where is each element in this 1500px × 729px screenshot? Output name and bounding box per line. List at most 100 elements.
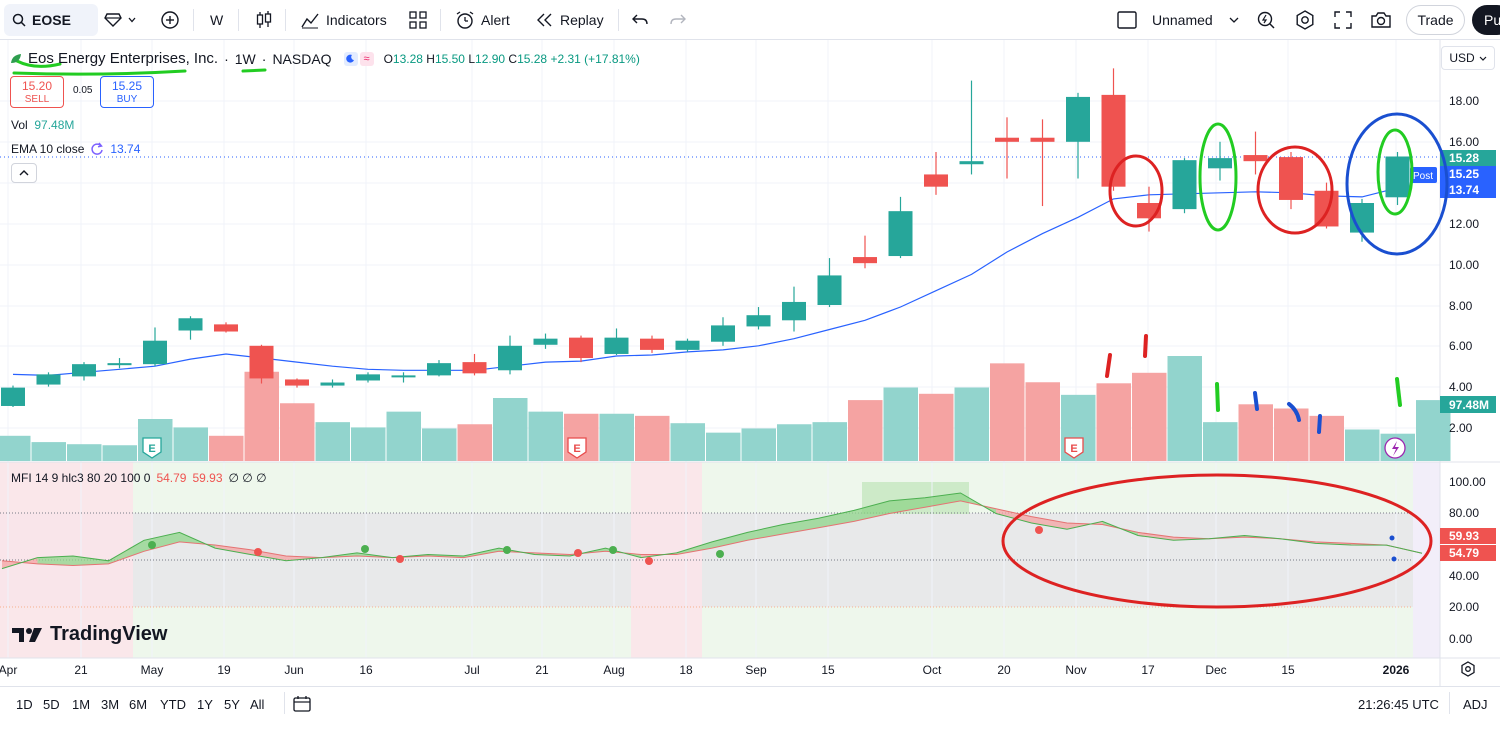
redo-icon: [670, 14, 686, 25]
templates-button[interactable]: [409, 4, 427, 36]
range-button-6m[interactable]: 6M: [129, 697, 148, 712]
price-axis-label: 8.00: [1449, 299, 1473, 313]
alert-button[interactable]: Alert: [455, 4, 510, 36]
range-button-1d[interactable]: 1D: [16, 697, 33, 712]
green-tick-mark: [1395, 377, 1402, 407]
candle-body: [1172, 160, 1197, 210]
time-axis-label: 21: [74, 663, 88, 677]
volume-bar: [670, 423, 705, 461]
alert-label: Alert: [481, 12, 510, 28]
candle-up: [746, 307, 771, 330]
fullscreen-button[interactable]: [1334, 4, 1352, 36]
legend-interval[interactable]: 1W: [234, 50, 256, 67]
ema10-line: [12, 187, 1398, 377]
range-button-3m[interactable]: 3M: [101, 697, 120, 712]
blue-tick-mark: [1317, 414, 1322, 434]
volume-bar: [990, 363, 1025, 461]
volume-bar: [31, 442, 66, 461]
currency-select[interactable]: USD: [1441, 46, 1495, 70]
buy-button[interactable]: 15.25 BUY: [100, 76, 154, 108]
candle-up: [1208, 141, 1232, 181]
clock-timezone[interactable]: 21:26:45 UTC: [1358, 697, 1439, 712]
candle-body: [888, 211, 913, 257]
candle-up: [178, 316, 203, 340]
toolbar-divider: [1449, 692, 1450, 714]
settings-button[interactable]: [1294, 4, 1316, 36]
candle-body: [356, 374, 380, 381]
earnings-marker: E: [1064, 437, 1084, 459]
candle-down: [1279, 152, 1303, 210]
watchlist-diamond-button[interactable]: [104, 4, 136, 36]
replay-button[interactable]: Replay: [536, 4, 604, 36]
ohlc-values: O13.28 H15.50 L12.90 C15.28 +2.31 (+17.8…: [383, 51, 640, 66]
calendar-range-icon: [293, 696, 311, 712]
refresh-icon: [91, 142, 104, 155]
price-axis-label: 18.00: [1449, 94, 1479, 108]
volume-tag-bg: [1440, 396, 1496, 413]
quick-search-button[interactable]: [1256, 4, 1276, 36]
ema-legend[interactable]: EMA 10 close 13.74: [11, 142, 141, 156]
chart-canvas[interactable]: EEE 18.0016.0014.0012.0010.008.006.004.0…: [0, 0, 1500, 686]
layout-select-button[interactable]: Unnamed: [1116, 4, 1239, 36]
volume-bar: [954, 387, 989, 461]
time-axis-label: Sep: [745, 663, 767, 677]
mfi-signal-line: [1, 500, 1423, 567]
earnings-marker: E: [567, 437, 587, 459]
price-axis-label: 2.00: [1449, 421, 1473, 435]
green-tick-mark: [1215, 382, 1220, 412]
candle-down: [249, 344, 274, 384]
ema-line: [12, 187, 1398, 377]
range-button-5y[interactable]: 5Y: [224, 697, 240, 712]
mfi-fill: [854, 500, 890, 522]
range-button-1m[interactable]: 1M: [72, 697, 91, 712]
symbol-search[interactable]: EOSE: [4, 4, 98, 36]
chart-type-button[interactable]: [255, 4, 273, 36]
interval-button[interactable]: W: [210, 12, 224, 28]
adjust-toggle[interactable]: ADJ: [1463, 697, 1488, 712]
time-axis-label: 20: [997, 663, 1011, 677]
volume-bar: [0, 435, 31, 461]
volume-bar: [599, 413, 634, 461]
sell-button[interactable]: 15.20 SELL: [10, 76, 64, 108]
undo-button[interactable]: [632, 4, 648, 36]
layout-name: Unnamed: [1152, 12, 1213, 28]
time-axis-label: May: [141, 663, 164, 677]
green-ellipse-annotation: [1198, 122, 1238, 232]
candle-up: [1066, 92, 1090, 179]
price-pane-bg: [0, 40, 1440, 462]
rewind-icon: [537, 13, 552, 27]
sell-label: SELL: [24, 94, 50, 105]
moon-icon: [343, 51, 358, 66]
compare-add-button[interactable]: [160, 4, 180, 36]
collapse-legend-button[interactable]: [11, 163, 37, 183]
candle-body: [72, 364, 96, 377]
market-status-badges[interactable]: ≈: [343, 51, 374, 66]
red-circle-annotation: [1256, 145, 1334, 235]
volume-tag-text: 97.48M: [1449, 398, 1489, 412]
volume-bar: [386, 411, 421, 461]
indicators-icon: [301, 13, 319, 29]
time-axis-label: 16: [359, 663, 373, 677]
range-button-5d[interactable]: 5D: [43, 697, 60, 712]
volume-legend[interactable]: Vol 97.48M: [11, 118, 75, 132]
range-button-all[interactable]: All: [250, 697, 265, 712]
underline-stroke: [12, 69, 187, 76]
snapshot-button[interactable]: [1370, 4, 1392, 36]
candle-body: [1385, 156, 1410, 198]
range-button-1y[interactable]: 1Y: [197, 697, 213, 712]
mfi-cross-dot: [716, 550, 724, 558]
range-button-ytd[interactable]: YTD: [160, 697, 186, 712]
redo-button[interactable]: [670, 4, 686, 36]
volume-bar: [244, 371, 279, 461]
mfi-fill: [712, 532, 748, 549]
mfi-legend[interactable]: MFI 14 9 hlc3 80 20 100 0 54.79 59.93 ∅ …: [11, 471, 267, 485]
date-range-button[interactable]: [292, 695, 312, 716]
publish-button[interactable]: Pu: [1472, 5, 1500, 35]
chart-settings-button[interactable]: [1460, 661, 1476, 682]
volume-bar: [883, 387, 918, 461]
candle-up: [888, 196, 913, 259]
buy-label: BUY: [116, 94, 138, 105]
trade-button[interactable]: Trade: [1406, 5, 1465, 35]
indicators-button[interactable]: Indicators: [300, 4, 387, 36]
symbol-title[interactable]: Eos Energy Enterprises, Inc.: [28, 50, 219, 67]
